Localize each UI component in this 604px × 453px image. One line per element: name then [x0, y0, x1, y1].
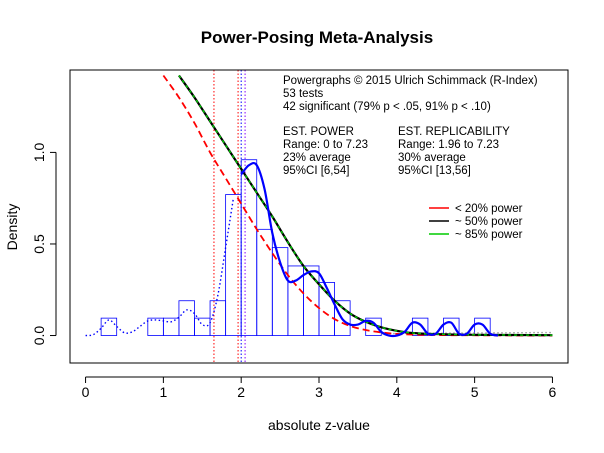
y-tick-label: 1.0 [31, 142, 47, 162]
density-curves [85, 74, 553, 338]
x-tick-label: 1 [159, 384, 167, 400]
power-ci: 95%CI [6,54] [283, 165, 349, 177]
y-axis-label: Density [4, 204, 20, 251]
replicability-header: EST. REPLICABILITY [398, 126, 510, 138]
chart-title: Power-Posing Meta-Analysis [201, 28, 433, 47]
histogram-bar [194, 317, 211, 336]
density-curve [85, 198, 235, 337]
annotation-significant: 42 significant (79% p < .05, 91% p < .10… [283, 101, 491, 113]
annotation-tests: 53 tests [283, 88, 324, 100]
histogram-bar [178, 300, 195, 336]
legend-label-high-power: ~ 85% power [455, 229, 523, 241]
density-curve [178, 75, 553, 336]
power-header: EST. POWER [283, 126, 354, 138]
y-tick-label: 0.5 [31, 234, 47, 254]
legend-label-medium-power: ~ 50% power [455, 216, 523, 228]
x-tick-label: 3 [315, 384, 323, 400]
annotation-block: Powergraphs © 2015 Ulrich Schimmack (R-I… [283, 75, 538, 177]
x-tick-label: 2 [237, 384, 245, 400]
y-axis: 0.0 0.5 1.0 [31, 142, 57, 346]
plot-frame [69, 69, 569, 364]
reference-lines [213, 70, 246, 363]
x-axis-label: absolute z-value [268, 417, 370, 433]
power-average: 23% average [283, 152, 351, 164]
histogram-bars [100, 159, 491, 336]
replicability-ci: 95%CI [13,56] [398, 165, 471, 177]
density-curve [240, 161, 499, 338]
x-tick-label: 0 [82, 384, 90, 400]
replicability-average: 30% average [398, 152, 466, 164]
histogram-bar [240, 159, 258, 336]
histogram-bar [225, 194, 242, 336]
y-tick-label: 0.0 [31, 326, 47, 346]
legend-label-low-power: < 20% power [455, 203, 523, 215]
density-curve [381, 331, 553, 335]
x-axis: 0 1 2 3 4 5 6 [82, 376, 557, 400]
power-range: Range: 0 to 7.23 [283, 139, 368, 151]
x-tick-label: 6 [549, 384, 557, 400]
histogram-bar [256, 228, 273, 336]
x-tick-label: 4 [393, 384, 401, 400]
histogram-bar [162, 317, 180, 336]
annotation-copyright: Powergraphs © 2015 Ulrich Schimmack (R-I… [283, 75, 538, 87]
x-tick-label: 5 [471, 384, 479, 400]
replicability-range: Range: 1.96 to 7.23 [398, 139, 499, 151]
legend: < 20% power ~ 50% power ~ 85% power [429, 203, 523, 241]
histogram-bar [100, 317, 118, 336]
density-curve [162, 74, 553, 337]
histogram-bar [147, 317, 164, 336]
